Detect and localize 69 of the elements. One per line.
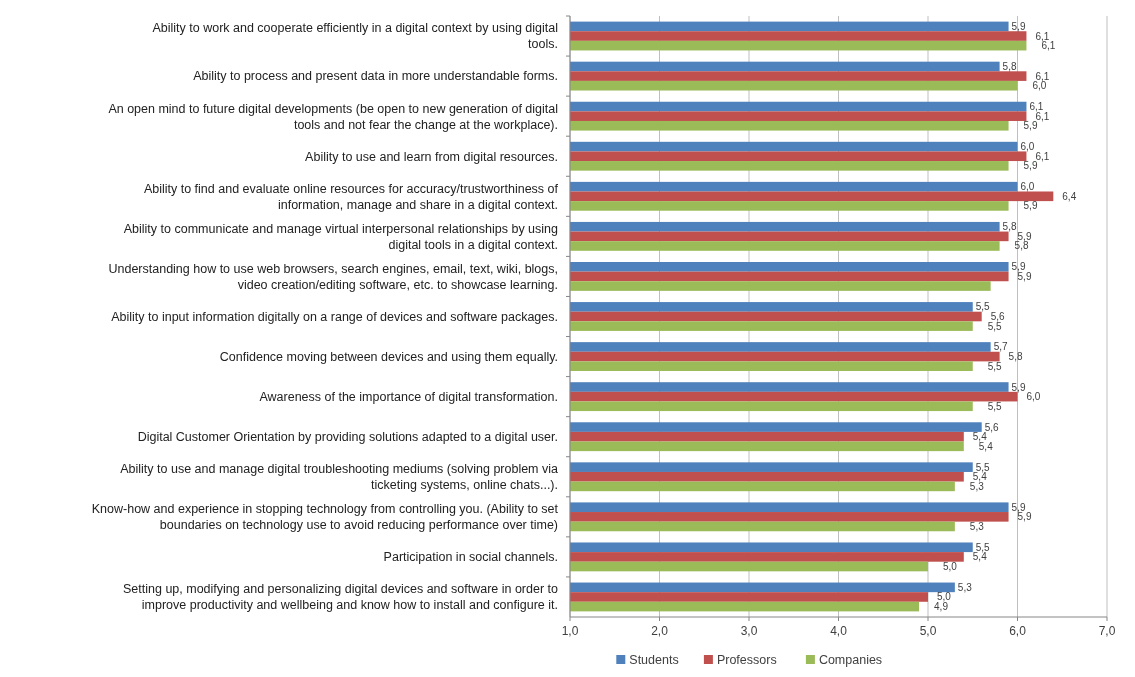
- data-label: 6,1: [1035, 70, 1050, 82]
- y-tick-label: Ability to process and present data in more understandable forms.: [193, 69, 558, 84]
- y-tick-label: Participation in social channels.: [383, 550, 558, 565]
- x-tick-label: 2,0: [651, 624, 669, 638]
- data-label: 5,9: [1023, 160, 1038, 172]
- data-label: 5,9: [1017, 230, 1032, 242]
- data-label: 5,0: [943, 561, 958, 573]
- x-tick-label: 7,0: [1098, 624, 1116, 638]
- legend-label: Students: [629, 653, 679, 667]
- data-label: 5,9: [1023, 200, 1038, 212]
- data-label: 6,1: [1035, 150, 1050, 162]
- legend-label: Companies: [818, 653, 883, 667]
- data-label: 5,5: [975, 461, 991, 473]
- data-label: 5,5: [987, 360, 1003, 372]
- data-label: 5,8: [1014, 240, 1029, 252]
- y-tick-label: Setting up, modifying and personalizing digital devices and software in order to improve productivity and wellbeing and know how to install and configure it.: [123, 582, 559, 613]
- x-tick-label: 1,0: [561, 624, 579, 638]
- data-label: 5,9: [1017, 511, 1032, 523]
- data-label: 5,9: [1017, 270, 1032, 282]
- y-tick-label: Ability to find and evaluate online resources for accuracy/trustworthiness of information, manage and share in a digital context.: [143, 181, 559, 212]
- data-label: 5,4: [972, 471, 988, 483]
- y-tick-label: Ability to work and cooperate efficiently in a digital context by using digital tools.: [152, 21, 558, 52]
- x-tick-label: 3,0: [740, 624, 758, 638]
- data-label: 6,1: [1035, 30, 1050, 42]
- y-tick-label: Understanding how to use web browsers, search engines, email, text, wiki, blogs, video creation/editing software, etc. to showcase learning.: [108, 261, 558, 292]
- data-label: 5,4: [972, 431, 988, 443]
- y-tick-label: Ability to use and learn from digital resources.: [305, 149, 558, 164]
- y-tick-label: Ability to use and manage digital troubleshooting mediums (solving problem via ticketing systems, online chats...).: [120, 462, 559, 493]
- data-label: 5,3: [969, 520, 985, 532]
- y-tick-label: Confidence moving between devices and using them equally.: [219, 349, 558, 364]
- y-tick-label: Awareness of the importance of digital transformation.: [259, 390, 558, 405]
- data-label: 5,8: [1008, 351, 1023, 363]
- y-tick-label: Ability to input information digitally on a range of devices and software packages.: [111, 309, 558, 324]
- y-tick-label: Digital Customer Orientation by providing solutions adapted to a digital user.: [137, 430, 558, 445]
- data-label: 6,0: [1026, 391, 1041, 403]
- data-label: 5,3: [969, 480, 985, 492]
- data-label: 5,8: [1002, 221, 1017, 233]
- data-label: 4,9: [934, 601, 949, 613]
- data-label: 5,0: [937, 591, 952, 603]
- data-label: 5,9: [1011, 501, 1026, 513]
- data-label: 5,7: [993, 341, 1008, 353]
- data-label: 5,9: [1023, 120, 1038, 132]
- data-label: 5,9: [1011, 20, 1026, 32]
- data-label: 6,1: [1035, 110, 1050, 122]
- data-label: 5,6: [990, 311, 1006, 322]
- data-label: 5,5: [987, 400, 1003, 412]
- data-label: 5,3: [957, 581, 973, 593]
- data-label: 6,4: [1062, 190, 1077, 202]
- data-label: 5,9: [1011, 261, 1026, 273]
- x-tick-label: 5,0: [919, 624, 937, 638]
- data-label: 6,1: [1041, 40, 1056, 52]
- data-label: 5,4: [972, 551, 988, 563]
- data-label: 5,4: [978, 440, 994, 452]
- y-tick-label: Ability to communicate and manage virtual interpersonal relationships by using digital tools in a digital context.: [123, 221, 559, 252]
- x-tick-label: 6,0: [1009, 624, 1027, 638]
- data-label: 6,1: [1029, 101, 1044, 113]
- data-label: 5,5: [975, 301, 991, 313]
- data-label: 5,9: [1011, 381, 1026, 393]
- y-tick-label: Know-how and experience in stopping technology from controlling you. (Ability to set boundaries on technology use to avoid reducing performance over time): [91, 502, 559, 533]
- data-label: 5,5: [987, 320, 1003, 332]
- x-tick-label: 4,0: [830, 624, 848, 638]
- data-label: 6,0: [1020, 141, 1035, 153]
- data-label: 5,8: [1002, 60, 1017, 72]
- y-tick-label: An open mind to future digital developments (be open to new generation of digital tools and not fear the change at the workplace).: [108, 101, 558, 132]
- legend-label: Professors: [716, 653, 777, 667]
- data-label: 5,6: [984, 421, 1000, 433]
- data-label: 6,0: [1032, 80, 1047, 92]
- data-label: 6,0: [1020, 181, 1035, 193]
- data-label: 5,5: [975, 541, 991, 553]
